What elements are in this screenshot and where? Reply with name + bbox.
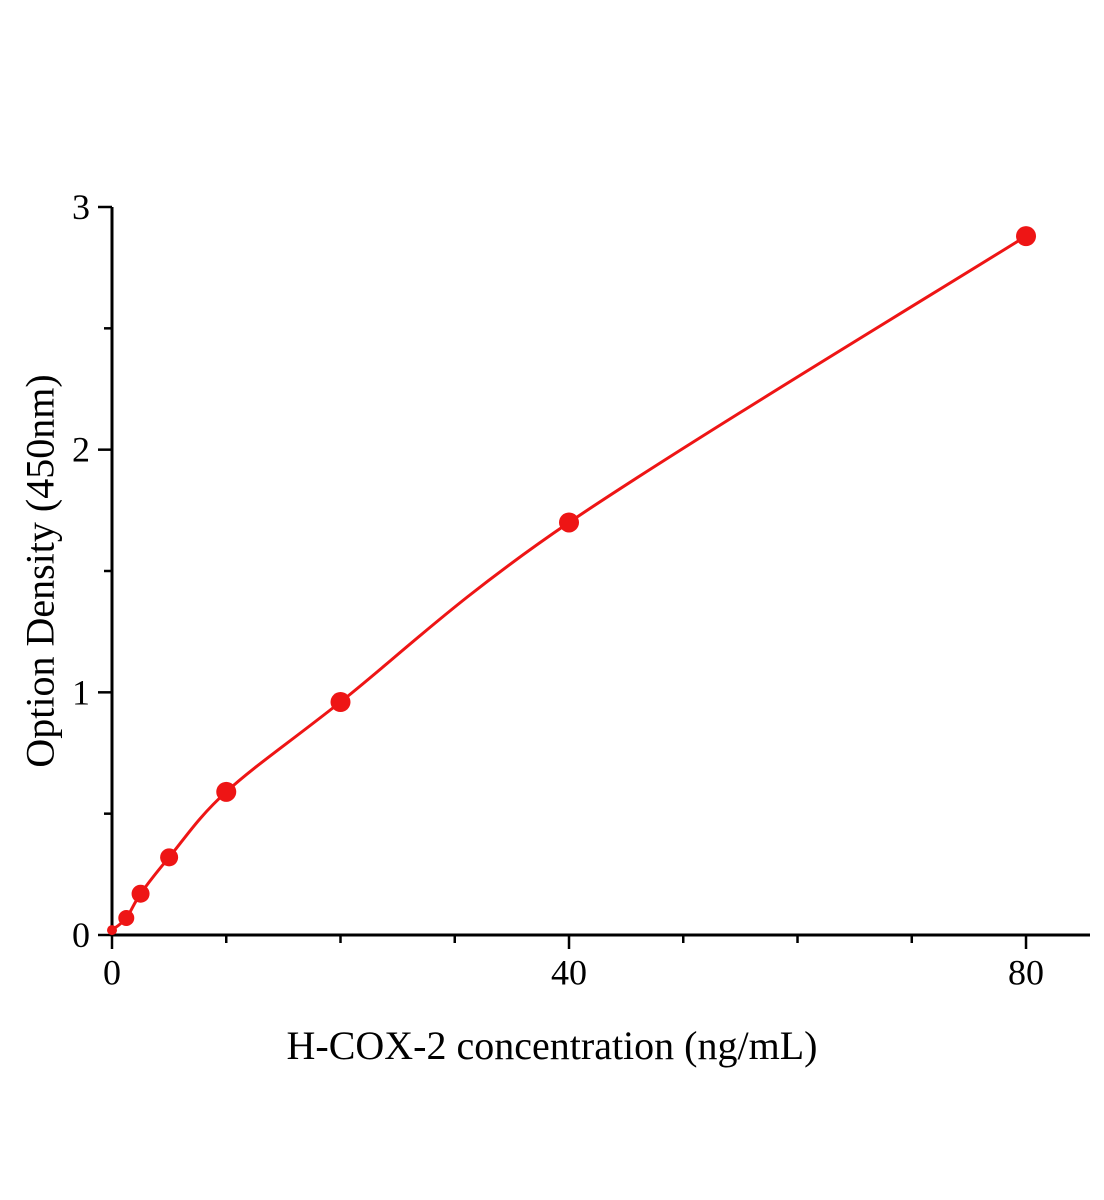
- x-tick-label: 40: [551, 953, 587, 993]
- data-point: [1016, 226, 1037, 247]
- data-point: [216, 781, 237, 802]
- x-tick-label: 0: [103, 953, 121, 993]
- y-tick-label: 0: [72, 915, 90, 955]
- data-point: [559, 512, 580, 533]
- y-tick-label: 3: [72, 187, 90, 227]
- data-point: [131, 884, 150, 903]
- fit-curve: [110, 234, 1028, 932]
- y-axis-title: Option Density (450nm): [17, 374, 63, 768]
- data-point: [160, 848, 179, 867]
- data-point: [118, 910, 135, 927]
- data-point: [330, 692, 351, 713]
- x-axis-title: H-COX-2 concentration (ng/mL): [286, 1023, 818, 1068]
- x-tick-label: 80: [1008, 953, 1044, 993]
- y-tick-label: 1: [72, 672, 90, 712]
- y-tick-label: 2: [72, 430, 90, 470]
- data-point: [107, 925, 117, 936]
